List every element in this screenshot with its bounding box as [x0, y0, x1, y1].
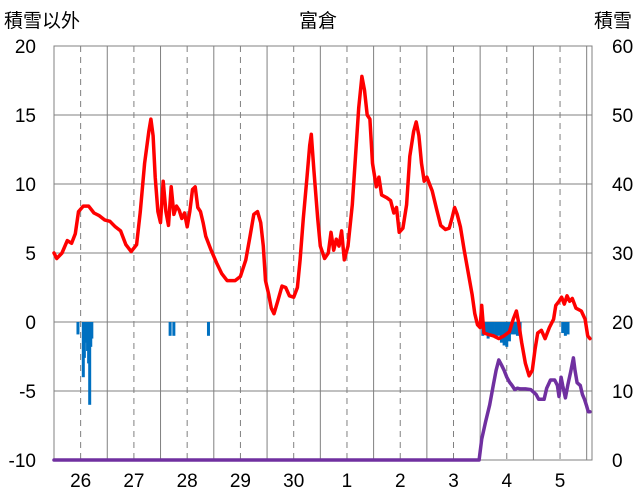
- precipitation-bar: [172, 322, 176, 336]
- x-tick-label: 28: [177, 471, 198, 492]
- snow_depth-line: [52, 356, 592, 462]
- y-left-tick-label: -5: [19, 382, 36, 403]
- y-left-tick-label: 15: [15, 106, 36, 127]
- y-left-tick-label: 10: [15, 175, 36, 196]
- y-right-tick-label: 40: [612, 175, 633, 196]
- precipitation-bar: [76, 322, 80, 335]
- y-right-tick-label: 10: [612, 382, 633, 403]
- precipitation-bar: [486, 322, 490, 339]
- precipitation-bar: [483, 322, 487, 335]
- x-tick-label: 3: [448, 471, 459, 492]
- y-right-tick-label: 20: [612, 313, 633, 334]
- y-left-tick-label: 20: [15, 37, 36, 58]
- x-tick-label: 4: [501, 471, 512, 492]
- precipitation-bar: [497, 322, 501, 336]
- precipitation-bar: [561, 322, 565, 334]
- x-tick-label: 27: [123, 471, 144, 492]
- precipitation-bar: [563, 322, 567, 336]
- precipitation-bar: [90, 322, 94, 339]
- y-right-tick-label: 60: [612, 37, 633, 58]
- precipitation-bar: [494, 322, 498, 339]
- precipitation-bar: [206, 322, 210, 336]
- y-right-tick-label: 50: [612, 106, 633, 127]
- temperature-line: [52, 74, 592, 378]
- y-left-tick-label: -10: [9, 451, 36, 472]
- x-tick-label: 26: [70, 471, 91, 492]
- right-axis-title: 積雪: [593, 10, 632, 32]
- precipitation-bar: [499, 322, 503, 343]
- x-tick-label: 1: [342, 471, 353, 492]
- x-tick-label: 5: [555, 471, 566, 492]
- precipitation-bar: [515, 322, 519, 336]
- chart-title: 富倉: [298, 10, 337, 32]
- x-tick-label: 30: [283, 471, 304, 492]
- precipitation-bar: [566, 322, 570, 335]
- y-left-tick-label: 5: [25, 244, 36, 265]
- x-tick-label: 29: [230, 471, 251, 492]
- y-right-tick-label: 0: [612, 451, 623, 472]
- y-left-tick-label: 0: [25, 313, 36, 334]
- precipitation-bar: [489, 322, 493, 336]
- x-tick-label: 2: [395, 471, 406, 492]
- y-right-tick-label: 30: [612, 244, 633, 265]
- precipitation-bar: [88, 322, 92, 405]
- precipitation-bar: [491, 322, 495, 338]
- precipitation-bar: [513, 322, 517, 335]
- left-axis-title: 積雪以外: [4, 10, 81, 32]
- precipitation-bar: [168, 322, 172, 336]
